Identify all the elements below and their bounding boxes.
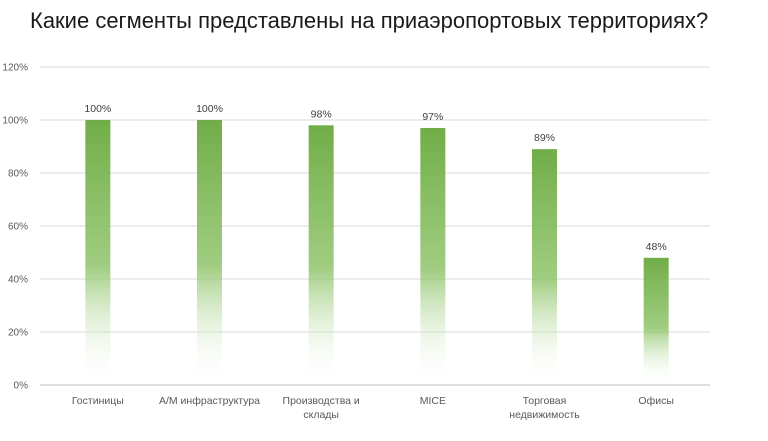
data-label: 89%: [534, 132, 555, 144]
data-label: 97%: [422, 111, 443, 123]
category-label: Гостиницы: [72, 395, 124, 407]
y-tick-label: 0%: [14, 381, 29, 392]
category-label: А/М инфраструктура: [159, 395, 260, 407]
category-label: Торговая недвижимость: [509, 395, 580, 421]
category-label: Офисы: [638, 395, 673, 407]
y-tick-label: 120%: [2, 63, 28, 74]
data-label: 98%: [311, 108, 332, 120]
y-tick-label: 40%: [8, 275, 28, 286]
category-label: Производства и склады: [283, 395, 360, 421]
bar: [85, 120, 111, 385]
chart-title: Какие сегменты представлены на приаэропо…: [30, 8, 709, 33]
data-label: 100%: [84, 103, 111, 115]
bar: [197, 120, 222, 385]
y-tick-label: 100%: [2, 116, 28, 127]
data-label: 100%: [196, 103, 223, 115]
y-tick-label: 20%: [8, 328, 28, 339]
bar: [643, 257, 669, 385]
bar: [308, 125, 334, 386]
y-tick-label: 60%: [8, 222, 28, 233]
bar: [420, 127, 446, 385]
bar: [532, 149, 557, 385]
data-label: 48%: [646, 241, 667, 253]
category-label: MICE: [420, 395, 446, 407]
y-tick-label: 80%: [8, 169, 28, 180]
